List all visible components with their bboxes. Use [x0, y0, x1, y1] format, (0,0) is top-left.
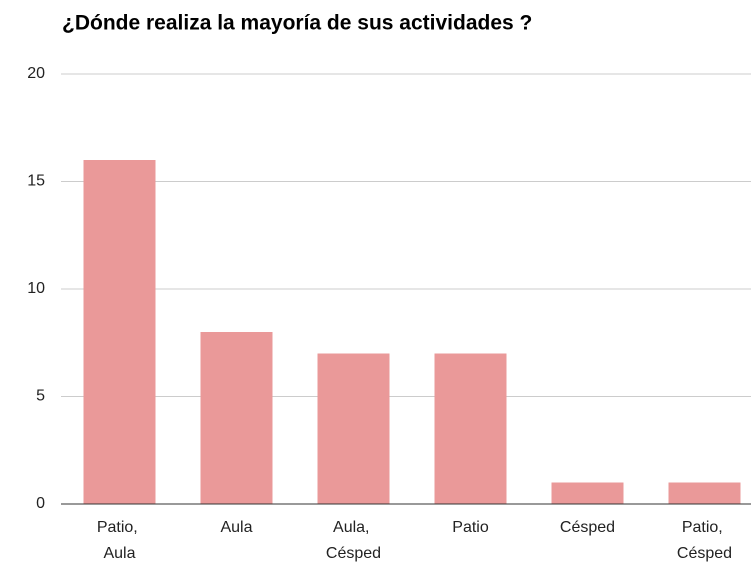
y-tick-label: 15	[27, 173, 45, 190]
bar	[434, 353, 507, 504]
chart-title: ¿Dónde realiza la mayoría de sus activid…	[62, 12, 532, 35]
bar	[551, 482, 624, 504]
y-tick-label: 5	[36, 388, 45, 405]
y-tick-label: 10	[27, 280, 45, 297]
x-tick-label: Aula, Césped	[326, 519, 381, 562]
x-tick-label: Aula	[220, 519, 252, 536]
x-tick-label: Patio, Aula	[97, 519, 142, 562]
x-tick-label: Patio	[452, 519, 489, 536]
x-tick-label: Patio, Césped	[677, 519, 732, 562]
x-tick-label: Césped	[560, 519, 615, 536]
y-tick-label: 20	[27, 65, 45, 82]
y-tick-label: 0	[36, 495, 45, 512]
bar	[668, 482, 741, 504]
bar	[317, 353, 390, 504]
bar	[83, 160, 156, 504]
bar	[200, 332, 273, 504]
